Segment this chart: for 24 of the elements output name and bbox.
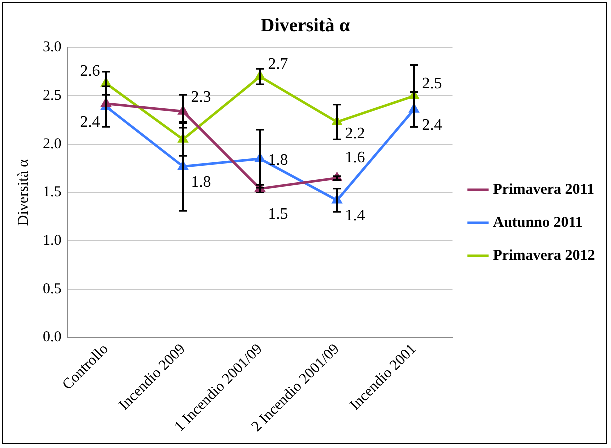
y-tick-label: 2.0 bbox=[43, 136, 62, 152]
chart-title: Diversità α bbox=[260, 15, 350, 36]
data-label: 1.5 bbox=[268, 206, 288, 224]
y-tick-label: 0.5 bbox=[43, 281, 62, 298]
y-tick-label: 1.0 bbox=[43, 233, 62, 250]
data-label: 2.7 bbox=[268, 56, 288, 73]
data-label: 2.6 bbox=[80, 62, 100, 80]
data-label: 2.3 bbox=[191, 88, 212, 106]
data-label: 1.8 bbox=[268, 152, 288, 170]
data-label: 1.6 bbox=[345, 150, 366, 166]
data-label: 2.4 bbox=[422, 116, 442, 134]
data-label: 2.4 bbox=[80, 114, 100, 131]
y-tick-label: 3.0 bbox=[43, 40, 62, 56]
data-label: 2.2 bbox=[345, 125, 366, 142]
y-axis-title: Diversità α bbox=[16, 159, 32, 226]
legend-label: Autunno 2011 bbox=[493, 214, 583, 231]
y-tick-label: 1.5 bbox=[43, 184, 62, 201]
data-label: 1.4 bbox=[345, 208, 366, 225]
legend-label: Primavera 2011 bbox=[493, 182, 594, 198]
legend-label: Primavera 2012 bbox=[493, 248, 596, 264]
y-tick-label: 0.0 bbox=[43, 330, 62, 346]
data-label: 1.8 bbox=[191, 174, 212, 191]
data-label: 2.5 bbox=[422, 75, 442, 92]
y-tick-label: 2.5 bbox=[43, 88, 62, 104]
